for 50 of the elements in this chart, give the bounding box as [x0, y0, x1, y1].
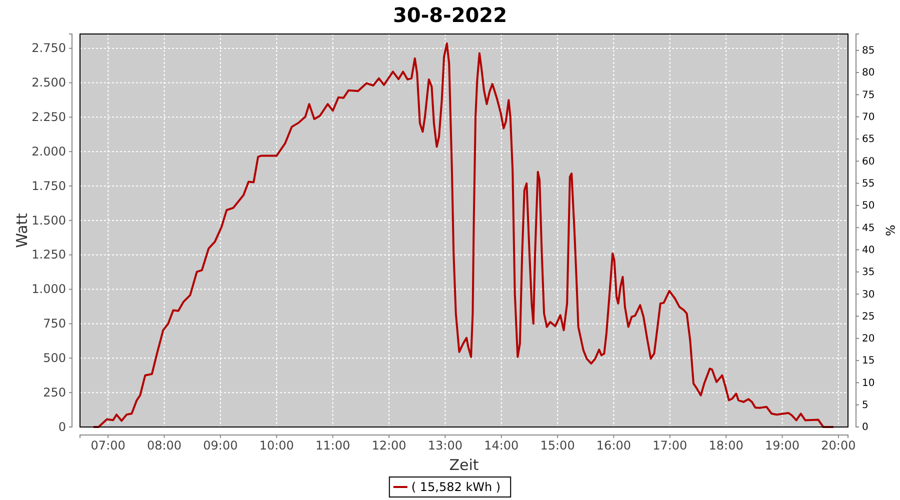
y2-tick-label: 65: [862, 134, 875, 146]
y-tick-label: 1.250: [32, 248, 66, 262]
y-tick-label: 500: [43, 350, 66, 365]
y2-tick-label: 35: [862, 267, 875, 278]
legend-label: ( 15,582 kWh ): [411, 480, 501, 494]
y-tick-label: 1.750: [32, 178, 66, 193]
x-tick-label: 15:00: [540, 438, 575, 453]
x-tick-label: 10:00: [259, 438, 294, 453]
y-tick-label: 0: [58, 420, 66, 434]
x-tick-label: 12:00: [372, 438, 406, 453]
y-tick-label: 250: [43, 385, 66, 400]
line-series: [92, 42, 834, 428]
y-tick-label: 1.500: [32, 213, 66, 228]
x-tick-label: 13:00: [428, 438, 462, 453]
x-tick-label: 09:00: [203, 438, 238, 453]
y2-tick-label: 50: [862, 200, 875, 212]
y2-tick-label: 5: [862, 400, 868, 412]
y2-tick-label: 25: [862, 311, 875, 322]
y-tick-label: 2.250: [32, 110, 66, 124]
x-tick-label: 20:00: [821, 438, 856, 453]
y2-tick-label: 10: [862, 378, 875, 389]
x-tick-label: 16:00: [596, 438, 632, 453]
y2-tick-label: 30: [862, 289, 875, 300]
y2-tick-label: 45: [862, 222, 875, 234]
y2-tick-label: 70: [862, 112, 875, 124]
x-axis-title: Zeit: [449, 456, 479, 474]
y2-axis-title: %: [883, 224, 897, 236]
y2-tick-label: 40: [862, 244, 875, 256]
y-tick-label: 2.500: [32, 76, 66, 90]
y-tick-label: 2.000: [32, 144, 66, 158]
y2-tick-label: 85: [862, 46, 875, 57]
y2-tick-label: 55: [862, 178, 875, 190]
y-tick-label: 2.750: [32, 41, 66, 56]
x-tick-label: 11:00: [316, 438, 350, 453]
x-tick-label: 14:00: [484, 438, 519, 453]
y-tick-label: 1.000: [32, 282, 66, 296]
y2-tick-label: 15: [862, 356, 875, 367]
y2-tick-label: 60: [862, 156, 875, 168]
y2-tick-label: 20: [862, 334, 875, 345]
y2-tick-label: 80: [862, 68, 875, 79]
y2-tick-label: 0: [862, 422, 868, 434]
x-tick-label: 18:00: [708, 438, 744, 453]
y-axis-title: Watt: [13, 212, 31, 248]
y-tick-label: 750: [43, 316, 66, 331]
x-tick-label: 17:00: [652, 438, 688, 453]
x-tick-label: 08:00: [146, 438, 182, 453]
x-tick-label: 07:00: [90, 438, 126, 453]
x-tick-label: 19:00: [764, 438, 800, 453]
chart-title: 30-8-2022: [392, 3, 508, 27]
y2-tick-label: 75: [862, 90, 875, 101]
